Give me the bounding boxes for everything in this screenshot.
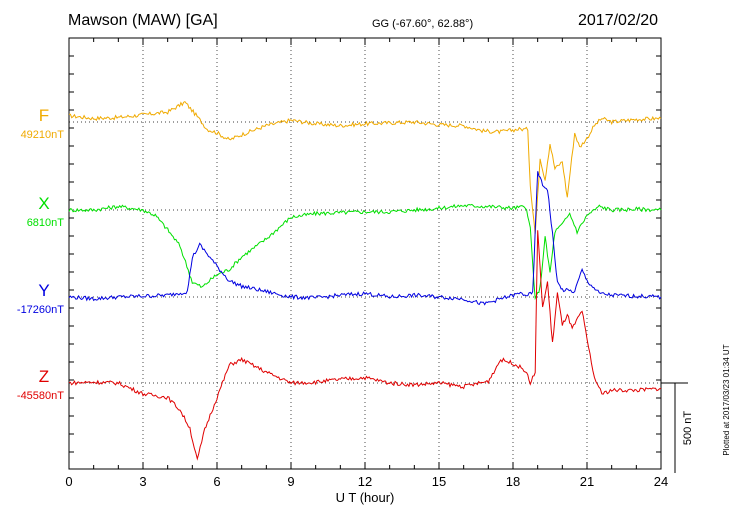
x-tick-label: 21 <box>580 474 594 489</box>
x-axis-label: U T (hour) <box>336 490 395 505</box>
x-tick-label: 18 <box>506 474 520 489</box>
series-line-z <box>68 230 662 461</box>
series-baseline-z: -45580nT <box>17 390 64 402</box>
series-name-f: F <box>39 106 49 125</box>
x-tick-label: 6 <box>213 474 220 489</box>
series-baseline-x: 6810nT <box>27 217 65 229</box>
series-name-z: Z <box>39 367 49 386</box>
series-line-f <box>69 100 662 234</box>
scale-bar-label: 500 nT <box>682 411 694 446</box>
x-tick-label: 15 <box>432 474 446 489</box>
series-baseline-y: -17260nT <box>17 304 64 316</box>
x-tick-label: 12 <box>358 474 372 489</box>
series-line-y <box>68 171 662 306</box>
station-title: Mawson (MAW) [GA] <box>68 12 218 29</box>
plotted-note: Plotted at 2017/03/23 01:34 UT <box>722 344 730 456</box>
x-tick-label: 0 <box>65 474 72 489</box>
series-name-y: Y <box>38 281 49 300</box>
date-label: 2017/02/20 <box>578 12 659 29</box>
series-name-x: X <box>38 194 49 213</box>
x-tick-label: 9 <box>287 474 294 489</box>
series-line-x <box>68 203 662 301</box>
x-tick-label: 24 <box>654 474 668 489</box>
station-coordinates: GG (-67.60°, 62.88°) <box>372 18 474 30</box>
x-tick-label: 3 <box>139 474 146 489</box>
series-baseline-f: 49210nT <box>21 129 65 141</box>
